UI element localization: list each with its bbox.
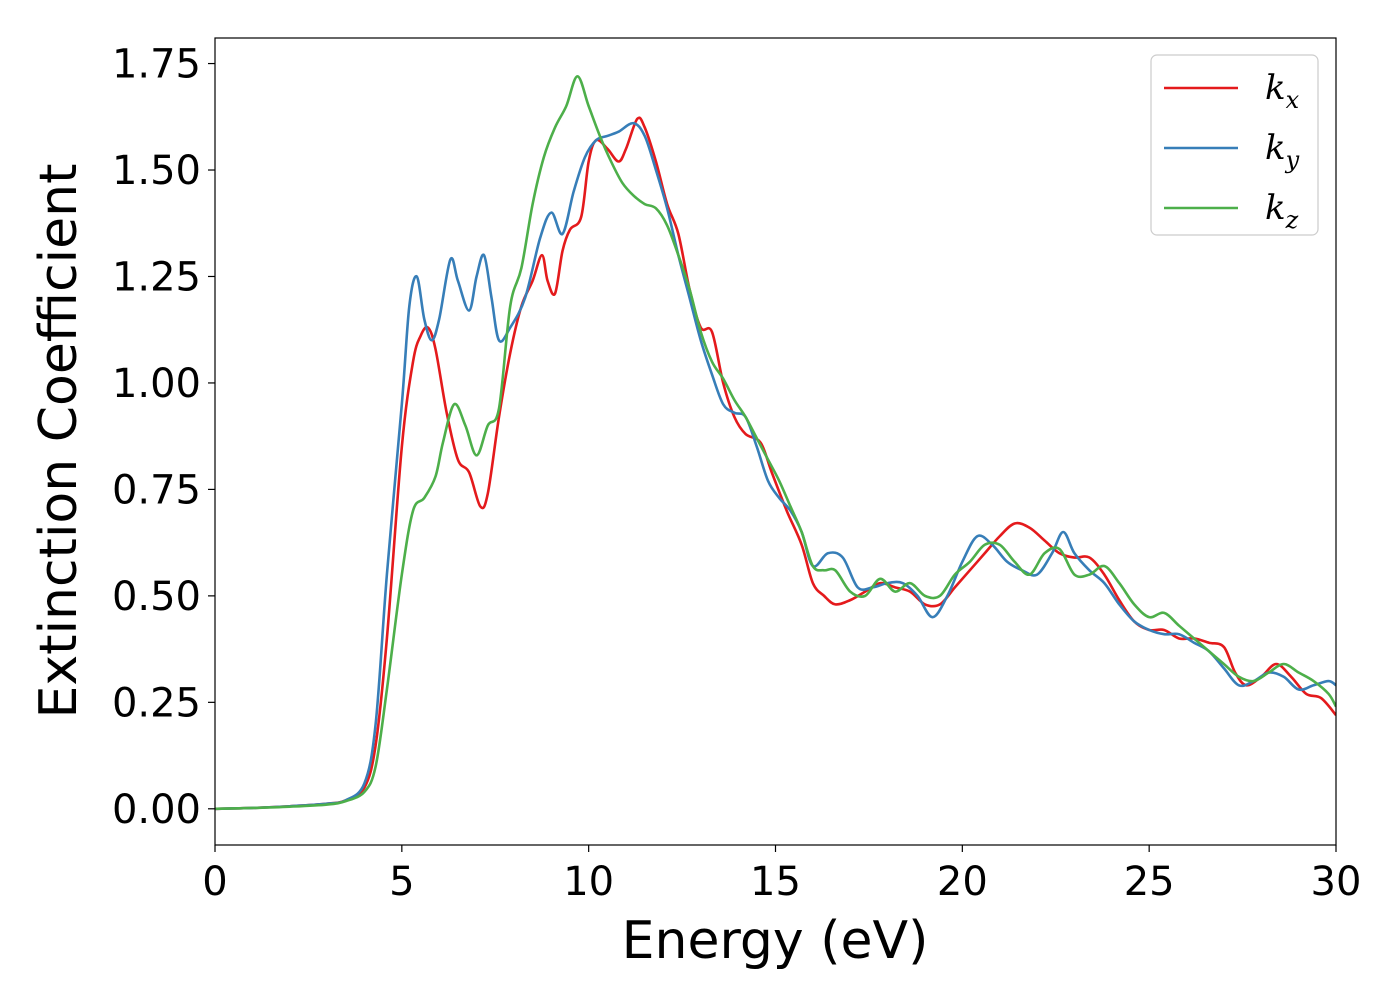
y-tick-label: 1.75 [112,42,201,88]
legend-label-k-x: kx [1265,68,1300,114]
x-tick-label: 0 [202,859,227,905]
y-axis-label: Extinction Coefficient [29,164,89,719]
y-tick-label: 0.75 [112,467,201,513]
x-axis-ticks: 0 5 10 15 20 25 30 [202,845,1361,905]
x-tick-label: 5 [389,859,414,905]
x-tick-label: 20 [937,859,988,905]
y-tick-label: 1.25 [112,254,201,300]
y-tick-label: 0.50 [112,574,201,620]
series-line-k-z [215,75,1336,811]
y-tick-label: 0.25 [112,680,201,726]
x-axis-label: Energy (eV) [622,911,929,971]
x-tick-label: 25 [1124,859,1175,905]
legend: kx ky kz [1150,54,1319,236]
y-tick-label: 0.00 [112,787,201,833]
y-axis-ticks: 0.00 0.25 0.50 0.75 1.00 1.25 1.50 1.75 [112,42,215,833]
y-tick-label: 1.50 [112,148,201,194]
x-tick-label: 30 [1311,859,1362,905]
x-tick-label: 15 [750,859,801,905]
x-tick-label: 10 [563,859,614,905]
series-layer [215,75,1336,811]
legend-label-k-y: ky [1265,128,1300,174]
y-tick-label: 1.00 [112,361,201,407]
legend-label-k-z: kz [1265,188,1299,234]
legend-box [1150,54,1319,236]
